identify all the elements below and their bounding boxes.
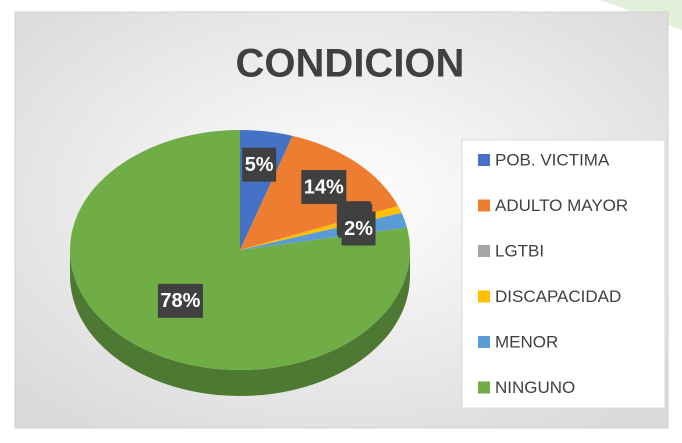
legend-swatch bbox=[478, 381, 490, 394]
legend-label: MENOR bbox=[495, 332, 558, 351]
legend-swatch bbox=[478, 199, 490, 212]
data-label-box bbox=[301, 170, 347, 205]
legend-swatch bbox=[478, 336, 490, 348]
legend-label: NINGUNO bbox=[495, 378, 575, 397]
slice bbox=[240, 205, 399, 250]
data-label-box bbox=[157, 283, 203, 318]
data-label-box bbox=[341, 211, 376, 246]
legend-label: POB. VICTIMA bbox=[495, 150, 610, 169]
data-label: 78% bbox=[160, 290, 200, 312]
legend-swatch bbox=[478, 245, 490, 257]
data-label: 14% bbox=[304, 176, 344, 198]
legend-label: ADULTO MAYOR bbox=[495, 196, 628, 215]
slice bbox=[69, 130, 410, 371]
legend-box bbox=[461, 139, 666, 409]
legend-swatch bbox=[478, 154, 490, 166]
legend-swatch bbox=[478, 290, 490, 303]
legend-label: DISCAPACIDAD bbox=[495, 287, 621, 306]
chart-title: CONDICION bbox=[236, 42, 465, 86]
data-label-box bbox=[242, 147, 277, 182]
legend-label: LGTBI bbox=[495, 241, 544, 260]
slice-side bbox=[70, 250, 410, 396]
data-label: 2% bbox=[344, 218, 373, 240]
data-label: 5% bbox=[245, 154, 274, 176]
